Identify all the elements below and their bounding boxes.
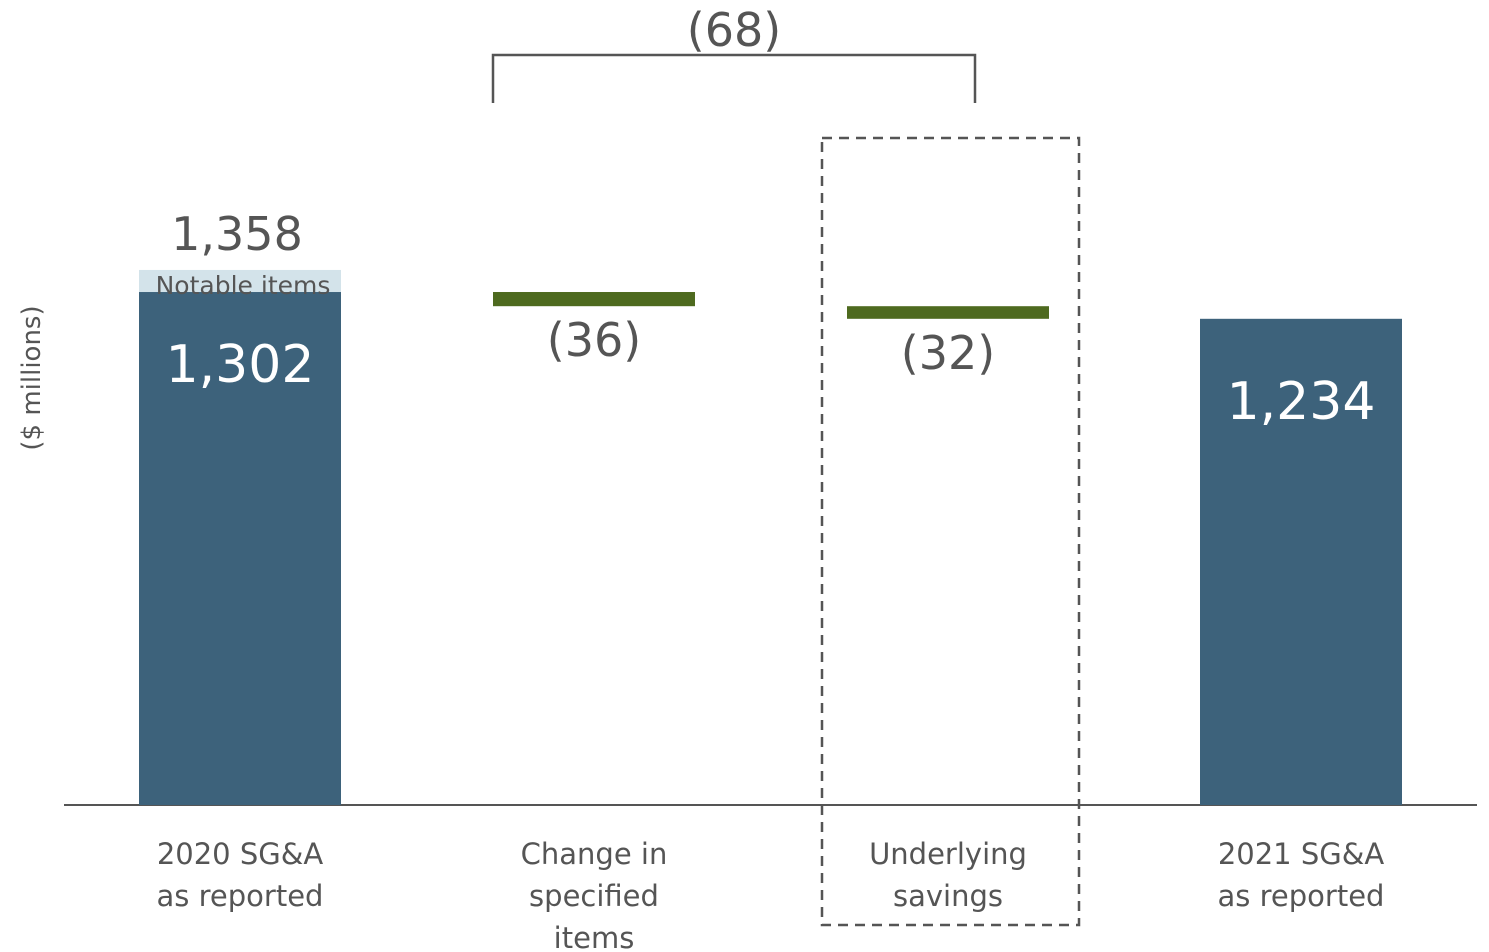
total-value-label: 1,358 — [171, 207, 303, 261]
x-tick-label-1-line-1: specified — [529, 879, 659, 913]
highlight-dashed-box — [820, 136, 1081, 927]
bar-value-label-0: 1,302 — [166, 335, 315, 395]
x-tick-label-3-line-0: 2021 SG&A — [1218, 837, 1385, 871]
x-tick-label-1-line-2: items — [554, 921, 635, 952]
delta-bar-1 — [493, 292, 695, 307]
x-tick-label-0-line-1: as reported — [157, 879, 324, 913]
delta-value-label-1: (36) — [547, 313, 641, 367]
x-tick-label-1-line-0: Change in — [521, 837, 668, 871]
delta-value-label-2: (32) — [901, 326, 995, 380]
x-tick-label-2-line-1: savings — [893, 879, 1003, 913]
bar-0 — [139, 292, 341, 806]
delta-bar-2 — [847, 306, 1049, 319]
x-tick-label-0-line-0: 2020 SG&A — [157, 837, 324, 871]
bar-3 — [1200, 318, 1402, 805]
bracket-label: (68) — [687, 3, 781, 57]
x-tick-label-2-line-0: Underlying — [869, 837, 1027, 871]
notable-items-label: Notable items — [156, 271, 331, 300]
bracket-line — [491, 53, 977, 103]
notable-items-segment — [139, 269, 341, 293]
y-axis-label: ($ millions) — [17, 305, 47, 450]
bar-value-label-3: 1,234 — [1227, 372, 1376, 432]
x-tick-label-3-line-1: as reported — [1218, 879, 1385, 913]
